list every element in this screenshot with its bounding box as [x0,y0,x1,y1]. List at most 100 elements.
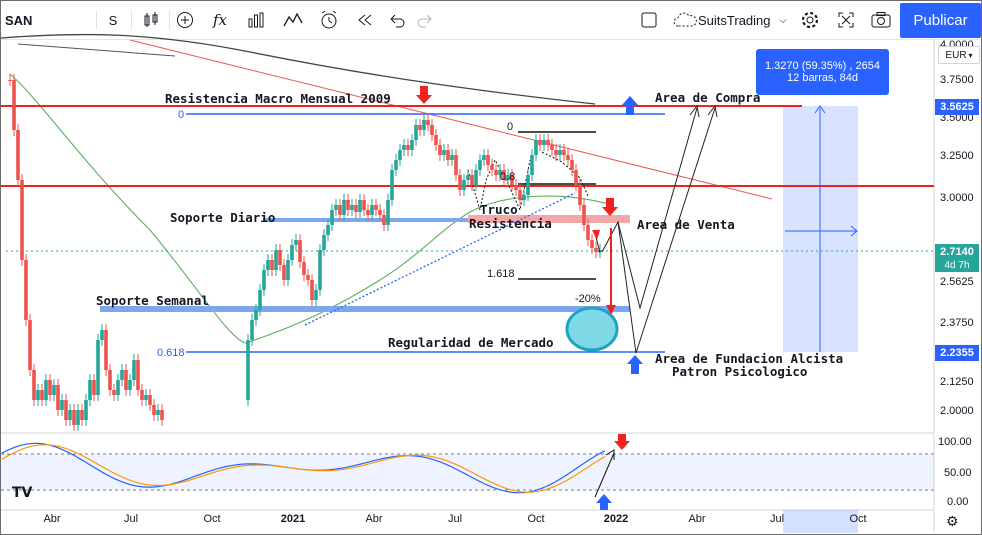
candles-icon[interactable] [137,1,165,39]
add-compare-icon[interactable] [173,1,197,39]
price-tick: 3.0000 [940,192,974,204]
price-tick: 3.5000 [940,112,974,124]
symbol-search[interactable]: SAN [5,12,33,28]
price-tag-countdown: 4d 7h [935,258,979,272]
candle-body [490,165,494,170]
fullscreen-icon[interactable] [833,1,859,39]
chevron-down-icon[interactable]: ⌵ [779,14,787,26]
chart-patterns-icon[interactable] [281,1,305,39]
candle-body [48,380,52,395]
alerts-icon[interactable] [316,1,342,39]
candle-body [482,155,486,160]
candle-body [394,160,398,170]
candle-body [466,175,470,180]
candle-body [506,175,510,180]
currency-selector[interactable]: EUR ▾ [938,46,980,64]
candle-body [120,370,124,380]
label-fib-0618: 0.618 [157,347,185,359]
candle-body [254,310,258,320]
trick-pattern [467,158,531,212]
candle-body [578,185,582,205]
candle-body [56,385,60,410]
candlestick-series [8,74,602,431]
projection-arrowhead-1 [689,104,700,118]
measure-time-highlight [783,510,858,533]
candle-body [160,410,164,420]
gear-icon[interactable]: ⚙ [946,513,959,529]
candle-body [342,200,346,215]
candle-body [314,290,318,300]
undo-icon[interactable] [385,1,409,39]
candle-body [44,380,48,400]
templates-icon[interactable] [244,1,268,39]
time-label: Abr [365,513,383,525]
price-tag-current: 2.7140 [935,244,979,259]
candle-body [96,340,100,395]
candle-body [446,150,450,160]
candle-body [92,380,96,395]
candle-body [16,130,20,180]
projection-arrowhead-2 [707,104,718,118]
indicators-icon[interactable]: fx [212,11,227,29]
projection-path-2 [617,107,716,354]
candle-body [108,370,112,390]
publish-button[interactable]: Publicar [900,3,981,38]
candle-body [124,370,128,390]
layout-name[interactable]: SuitsTrading [698,12,771,28]
candle-body [586,225,590,240]
candle-body [430,125,434,135]
candle-body [370,205,374,215]
candle-body [112,390,116,395]
candle-body [414,125,418,140]
candle-body [518,190,522,200]
candle-body [306,275,310,280]
highlight-ellipse [565,306,619,352]
redo-icon[interactable] [413,1,437,39]
candle-body [530,155,534,175]
candle-body [534,140,538,155]
candle-body [410,140,414,150]
arrow-up-blue-bottom [627,355,643,374]
stoch-d-line [1,444,606,493]
candle-body [390,170,394,200]
price-tick: 2.0000 [940,405,974,417]
candle-body [246,340,250,400]
candle-body [20,180,24,260]
candle-body [546,140,550,145]
candle-body [582,205,586,225]
candle-body [60,400,64,410]
candle-body [554,150,558,155]
candle-body [514,185,518,190]
candle-body [52,385,56,395]
measure-tooltip-line2: 12 barras, 84d [787,72,858,84]
interval-button[interactable]: S [108,12,118,28]
candle-body [140,390,144,400]
candle-body [76,410,80,425]
camera-icon[interactable] [868,1,894,39]
candle-body [434,135,438,145]
settings-icon[interactable] [797,1,823,39]
layout-icon[interactable] [637,1,661,39]
candle-body [250,320,254,340]
replay-icon[interactable] [353,1,377,39]
time-label: Abr [43,513,61,525]
candle-body [258,290,262,310]
candle-body [274,250,278,270]
candle-body [64,400,68,420]
arrow-down-red-sell [602,198,618,216]
candle-body [494,170,498,175]
candle-body [426,120,430,125]
measure-tooltip: 1.3270 (59.35%) , 2654 12 barras, 84d [756,49,889,95]
candle-body [294,240,298,245]
candle-body [382,215,386,225]
candle-body [418,125,422,130]
candle-body [286,260,290,280]
label-fib-08: 0.8 [500,171,515,183]
label-bullish-foundation: Area de Fundacion Alcista [655,351,843,366]
price-tick: 3.2500 [940,150,974,162]
label-market-regularity: Regularidad de Mercado [388,335,554,350]
candle-body [486,155,490,165]
label-macro-resistance: Resistencia Macro Mensual 2009 [165,91,391,106]
candle-body [84,400,88,420]
